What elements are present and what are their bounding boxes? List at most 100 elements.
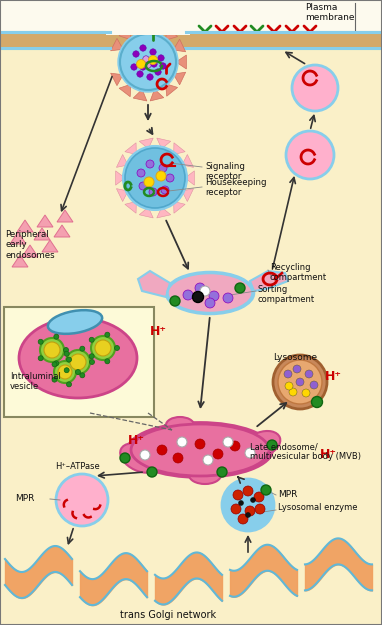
Circle shape (133, 51, 139, 58)
Polygon shape (119, 28, 131, 40)
Text: Lysosome: Lysosome (273, 353, 317, 362)
Polygon shape (54, 225, 70, 237)
Ellipse shape (128, 422, 272, 478)
Polygon shape (125, 201, 136, 213)
Circle shape (255, 504, 265, 514)
Circle shape (289, 388, 297, 396)
Circle shape (302, 389, 310, 397)
Polygon shape (125, 142, 136, 154)
Circle shape (140, 64, 146, 70)
Polygon shape (42, 240, 58, 252)
Circle shape (105, 332, 110, 337)
FancyBboxPatch shape (4, 307, 154, 417)
Polygon shape (12, 255, 28, 267)
Circle shape (157, 445, 167, 455)
Circle shape (238, 501, 243, 506)
Polygon shape (139, 138, 153, 149)
Circle shape (251, 498, 256, 502)
Circle shape (156, 171, 166, 181)
Circle shape (120, 34, 176, 90)
Circle shape (193, 291, 204, 302)
Circle shape (66, 350, 90, 374)
Circle shape (293, 365, 301, 373)
Polygon shape (166, 84, 178, 96)
Circle shape (149, 56, 157, 64)
Ellipse shape (120, 443, 160, 472)
Circle shape (170, 296, 180, 306)
Text: Intraluminal
vesicle: Intraluminal vesicle (10, 372, 61, 391)
Circle shape (139, 182, 147, 190)
Ellipse shape (131, 424, 269, 476)
Bar (106, 0, 190, 35)
Circle shape (245, 448, 255, 458)
Ellipse shape (166, 417, 194, 433)
Circle shape (63, 348, 68, 352)
Polygon shape (173, 72, 186, 85)
Circle shape (143, 56, 149, 63)
Circle shape (105, 359, 110, 364)
Circle shape (147, 467, 157, 477)
Polygon shape (133, 89, 147, 101)
Circle shape (89, 359, 94, 364)
Circle shape (54, 361, 76, 383)
Polygon shape (182, 189, 194, 201)
Circle shape (149, 188, 157, 196)
Polygon shape (119, 84, 131, 97)
Circle shape (195, 283, 205, 293)
Text: MPR: MPR (278, 490, 297, 499)
Circle shape (205, 298, 215, 308)
Polygon shape (111, 38, 123, 51)
Circle shape (159, 164, 167, 172)
Polygon shape (185, 171, 194, 185)
Polygon shape (116, 171, 125, 185)
Polygon shape (34, 228, 50, 240)
Polygon shape (157, 138, 171, 149)
Bar (0, 32, 106, 48)
Circle shape (217, 467, 227, 477)
Polygon shape (139, 208, 153, 218)
Circle shape (311, 396, 322, 408)
Circle shape (131, 64, 137, 70)
Circle shape (70, 354, 86, 370)
Polygon shape (111, 73, 123, 86)
Circle shape (147, 74, 153, 80)
Circle shape (115, 346, 120, 351)
Bar (190, 32, 382, 48)
Circle shape (123, 146, 187, 210)
Circle shape (254, 492, 264, 502)
Circle shape (56, 474, 108, 526)
Circle shape (261, 485, 271, 495)
Circle shape (286, 131, 334, 179)
Circle shape (137, 169, 145, 177)
Circle shape (91, 336, 115, 360)
Text: Recycling
compartment: Recycling compartment (270, 263, 327, 282)
Circle shape (76, 369, 81, 374)
Circle shape (177, 437, 187, 447)
Circle shape (223, 437, 233, 447)
Circle shape (231, 504, 241, 514)
Polygon shape (150, 23, 164, 35)
Circle shape (52, 362, 57, 367)
Text: Plasma
membrane: Plasma membrane (305, 3, 354, 22)
Polygon shape (174, 142, 185, 154)
Polygon shape (174, 201, 185, 213)
Text: Lysosomal enzyme: Lysosomal enzyme (278, 503, 358, 512)
Circle shape (246, 512, 251, 518)
Circle shape (195, 439, 205, 449)
Circle shape (140, 450, 150, 460)
Polygon shape (10, 232, 26, 244)
Polygon shape (157, 208, 171, 218)
Bar (0, 0, 382, 32)
Circle shape (160, 62, 166, 69)
Ellipse shape (19, 318, 137, 398)
Polygon shape (17, 220, 33, 232)
Circle shape (38, 339, 43, 344)
Polygon shape (176, 55, 186, 69)
Circle shape (44, 342, 60, 358)
Circle shape (58, 365, 72, 379)
Circle shape (233, 490, 243, 500)
Polygon shape (166, 28, 178, 40)
Circle shape (125, 148, 185, 208)
Circle shape (284, 370, 292, 378)
Polygon shape (138, 271, 170, 297)
